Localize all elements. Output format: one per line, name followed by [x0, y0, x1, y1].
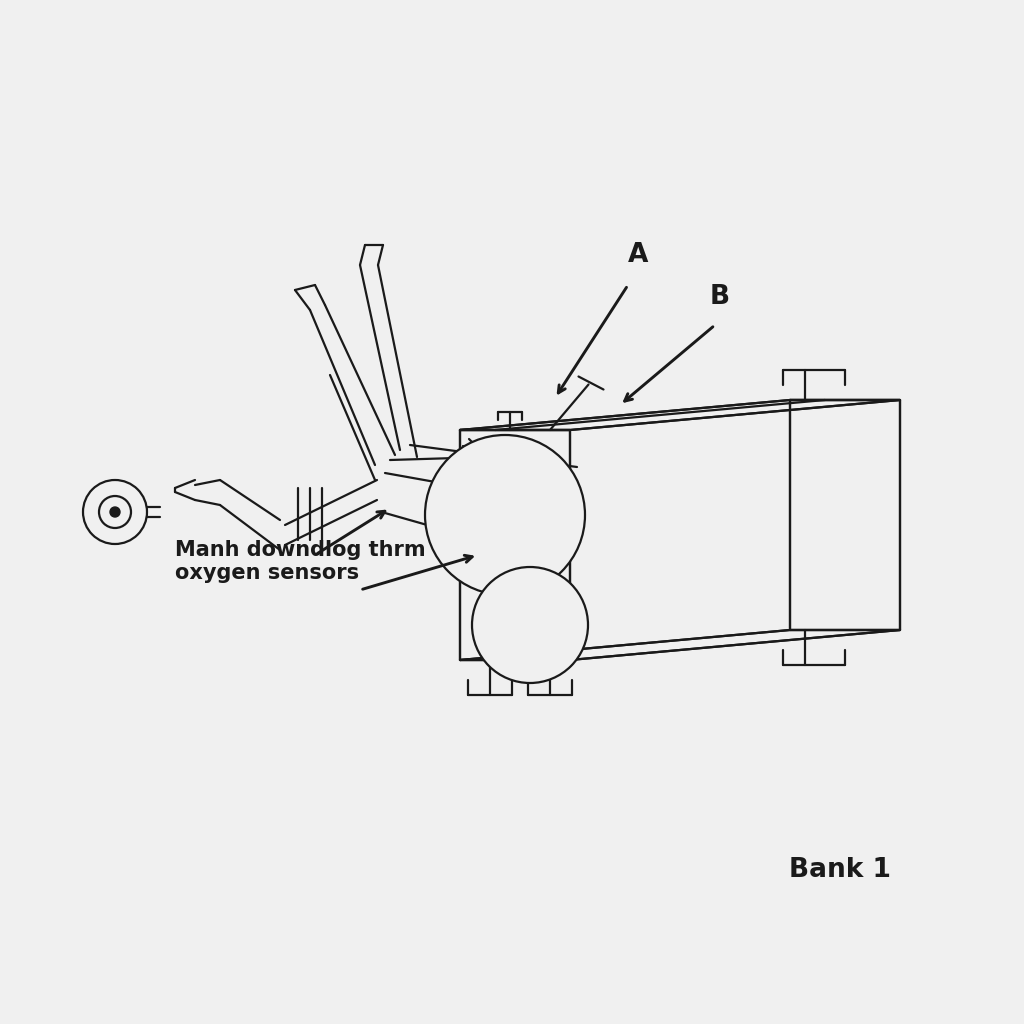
Text: Bank 1: Bank 1: [790, 857, 891, 883]
Polygon shape: [460, 400, 900, 430]
Text: A: A: [628, 242, 648, 268]
Polygon shape: [460, 630, 900, 660]
Circle shape: [472, 567, 588, 683]
Circle shape: [83, 480, 147, 544]
Polygon shape: [790, 400, 900, 630]
Text: Manh downdlog thrm
oxygen sensors: Manh downdlog thrm oxygen sensors: [175, 540, 426, 584]
Text: B: B: [710, 284, 730, 310]
Circle shape: [110, 507, 120, 517]
Circle shape: [99, 496, 131, 528]
Polygon shape: [460, 430, 570, 660]
Circle shape: [425, 435, 585, 595]
